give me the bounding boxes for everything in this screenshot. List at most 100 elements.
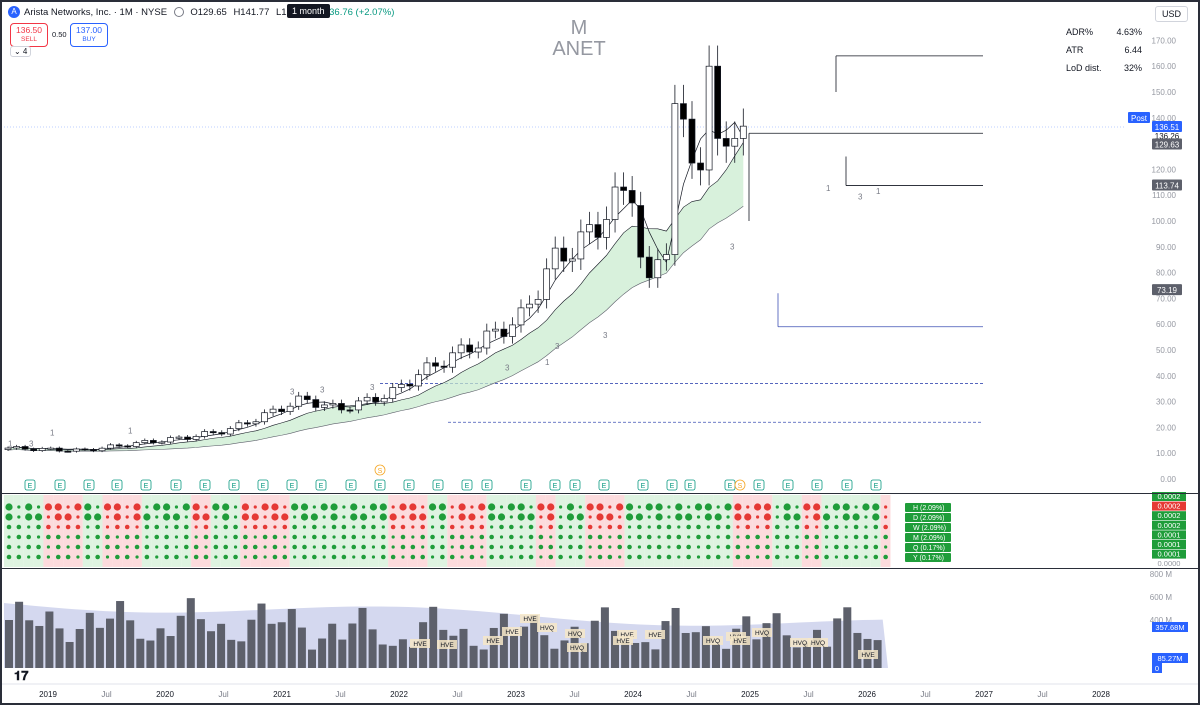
indicator-dot xyxy=(94,513,102,521)
indicator-dot xyxy=(814,534,819,540)
indicator-dot xyxy=(763,503,772,511)
currency-button[interactable]: USD xyxy=(1154,6,1188,22)
indicator-dot xyxy=(478,503,486,511)
indicator-dot xyxy=(635,513,644,521)
indicator-dot xyxy=(194,535,198,539)
indicator-dot xyxy=(746,545,750,549)
indicator-dot xyxy=(381,554,386,560)
indicator-band xyxy=(161,495,172,567)
sell-button[interactable]: 136.50 SELL xyxy=(10,23,48,47)
indicator-dot xyxy=(775,515,779,519)
volume-bar xyxy=(95,627,104,668)
indicator-dot xyxy=(332,535,336,539)
indicator-dot xyxy=(842,513,850,521)
tradingview-logo-icon[interactable]: 𝟏𝟕 xyxy=(14,668,29,683)
indicator-dot xyxy=(558,554,563,560)
visibility-eye-icon[interactable] xyxy=(173,7,184,17)
indicator-dot xyxy=(873,524,879,530)
indicator-dot xyxy=(627,544,632,550)
indicator-dot xyxy=(647,525,651,529)
price-axis-tick: 100.00 xyxy=(1152,217,1177,226)
time-axis-tick: Jul xyxy=(569,690,579,699)
indicator-dot xyxy=(618,555,622,559)
candle-body xyxy=(201,431,208,437)
buy-button[interactable]: 137.00 BUY xyxy=(70,23,108,47)
earnings-marker xyxy=(461,479,473,491)
volume-bar xyxy=(580,643,589,668)
indicator-dot xyxy=(597,554,603,560)
indicator-band xyxy=(555,495,566,567)
indicator-dot xyxy=(428,503,437,511)
volume-bar xyxy=(651,649,660,668)
indicator-dot xyxy=(155,515,159,519)
volume-label-bg xyxy=(613,636,633,645)
timeframe-legend-label: Y (0.17%) xyxy=(913,555,944,562)
indicator-dot xyxy=(381,534,386,540)
price-axis-tick: 120.00 xyxy=(1152,165,1177,174)
volume-pane-divider[interactable] xyxy=(2,568,1198,569)
indicator-dot xyxy=(666,524,672,530)
indicator-axis-value: 0.0000 xyxy=(1158,559,1181,568)
indicator-dot xyxy=(607,554,613,560)
symbol-title[interactable]: Arista Networks, Inc. · 1M · NYSE xyxy=(24,6,168,18)
indicator-dot xyxy=(322,525,326,529)
indicator-dot xyxy=(883,524,888,530)
ma-cloud-fill xyxy=(8,142,744,452)
volume-bar xyxy=(621,641,630,668)
volume-bar xyxy=(15,601,24,668)
earnings-marker-label: E xyxy=(815,483,820,490)
indicator-dot xyxy=(450,505,454,509)
indicator-band xyxy=(23,495,34,567)
indicator-dot xyxy=(350,513,358,521)
price-badge xyxy=(1152,179,1182,191)
indicator-dot xyxy=(135,555,139,559)
indicator-band xyxy=(279,495,290,567)
price-axis-tick: 160.00 xyxy=(1152,62,1177,71)
candle-body xyxy=(586,224,593,233)
indicator-dot xyxy=(312,505,316,509)
volume-bar xyxy=(156,628,165,668)
indicator-dot xyxy=(252,544,258,550)
indicator-dot xyxy=(568,525,573,529)
indicator-dot xyxy=(410,554,416,560)
candle-body xyxy=(38,448,46,451)
indicator-dot xyxy=(853,554,859,560)
indicator-dot xyxy=(46,534,51,540)
indicator-dot xyxy=(784,534,790,540)
indicator-dot xyxy=(449,534,455,540)
indicator-dot xyxy=(834,555,839,559)
volume-bar xyxy=(328,623,337,668)
indicator-dot xyxy=(756,525,760,529)
indicator-dot xyxy=(361,544,366,550)
volume-bar xyxy=(510,635,518,668)
volume-bar xyxy=(469,645,478,668)
indicator-band xyxy=(427,495,438,567)
indicator-dot xyxy=(34,513,43,521)
time-axis-tick: 2023 xyxy=(507,690,525,699)
indicator-dot xyxy=(656,524,662,530)
indicators-collapse-button[interactable]: ⌄ 4 xyxy=(10,46,32,57)
indicator-dot xyxy=(578,554,583,560)
indicator-dot xyxy=(489,544,494,550)
indicator-band xyxy=(693,495,704,567)
candle-body xyxy=(21,446,29,450)
earnings-marker-label: E xyxy=(874,483,879,490)
indicator-dot xyxy=(596,503,604,511)
indicator-dot xyxy=(6,544,12,550)
candle-body xyxy=(714,65,722,139)
earnings-marker xyxy=(345,479,357,491)
indicator-dot xyxy=(677,555,681,559)
indicator-dot xyxy=(716,545,720,549)
price-badge xyxy=(1128,112,1150,123)
indicator-dot xyxy=(676,534,682,540)
indicator-dot xyxy=(843,554,849,560)
candle-body xyxy=(107,444,114,449)
indicator-pane-divider[interactable] xyxy=(2,493,1198,494)
indicator-dot xyxy=(863,544,869,550)
indicator-band xyxy=(447,495,458,567)
indicator-dot xyxy=(341,554,347,560)
candle-body xyxy=(184,436,191,440)
volume-bar xyxy=(85,612,94,668)
indicator-dot xyxy=(608,535,612,539)
